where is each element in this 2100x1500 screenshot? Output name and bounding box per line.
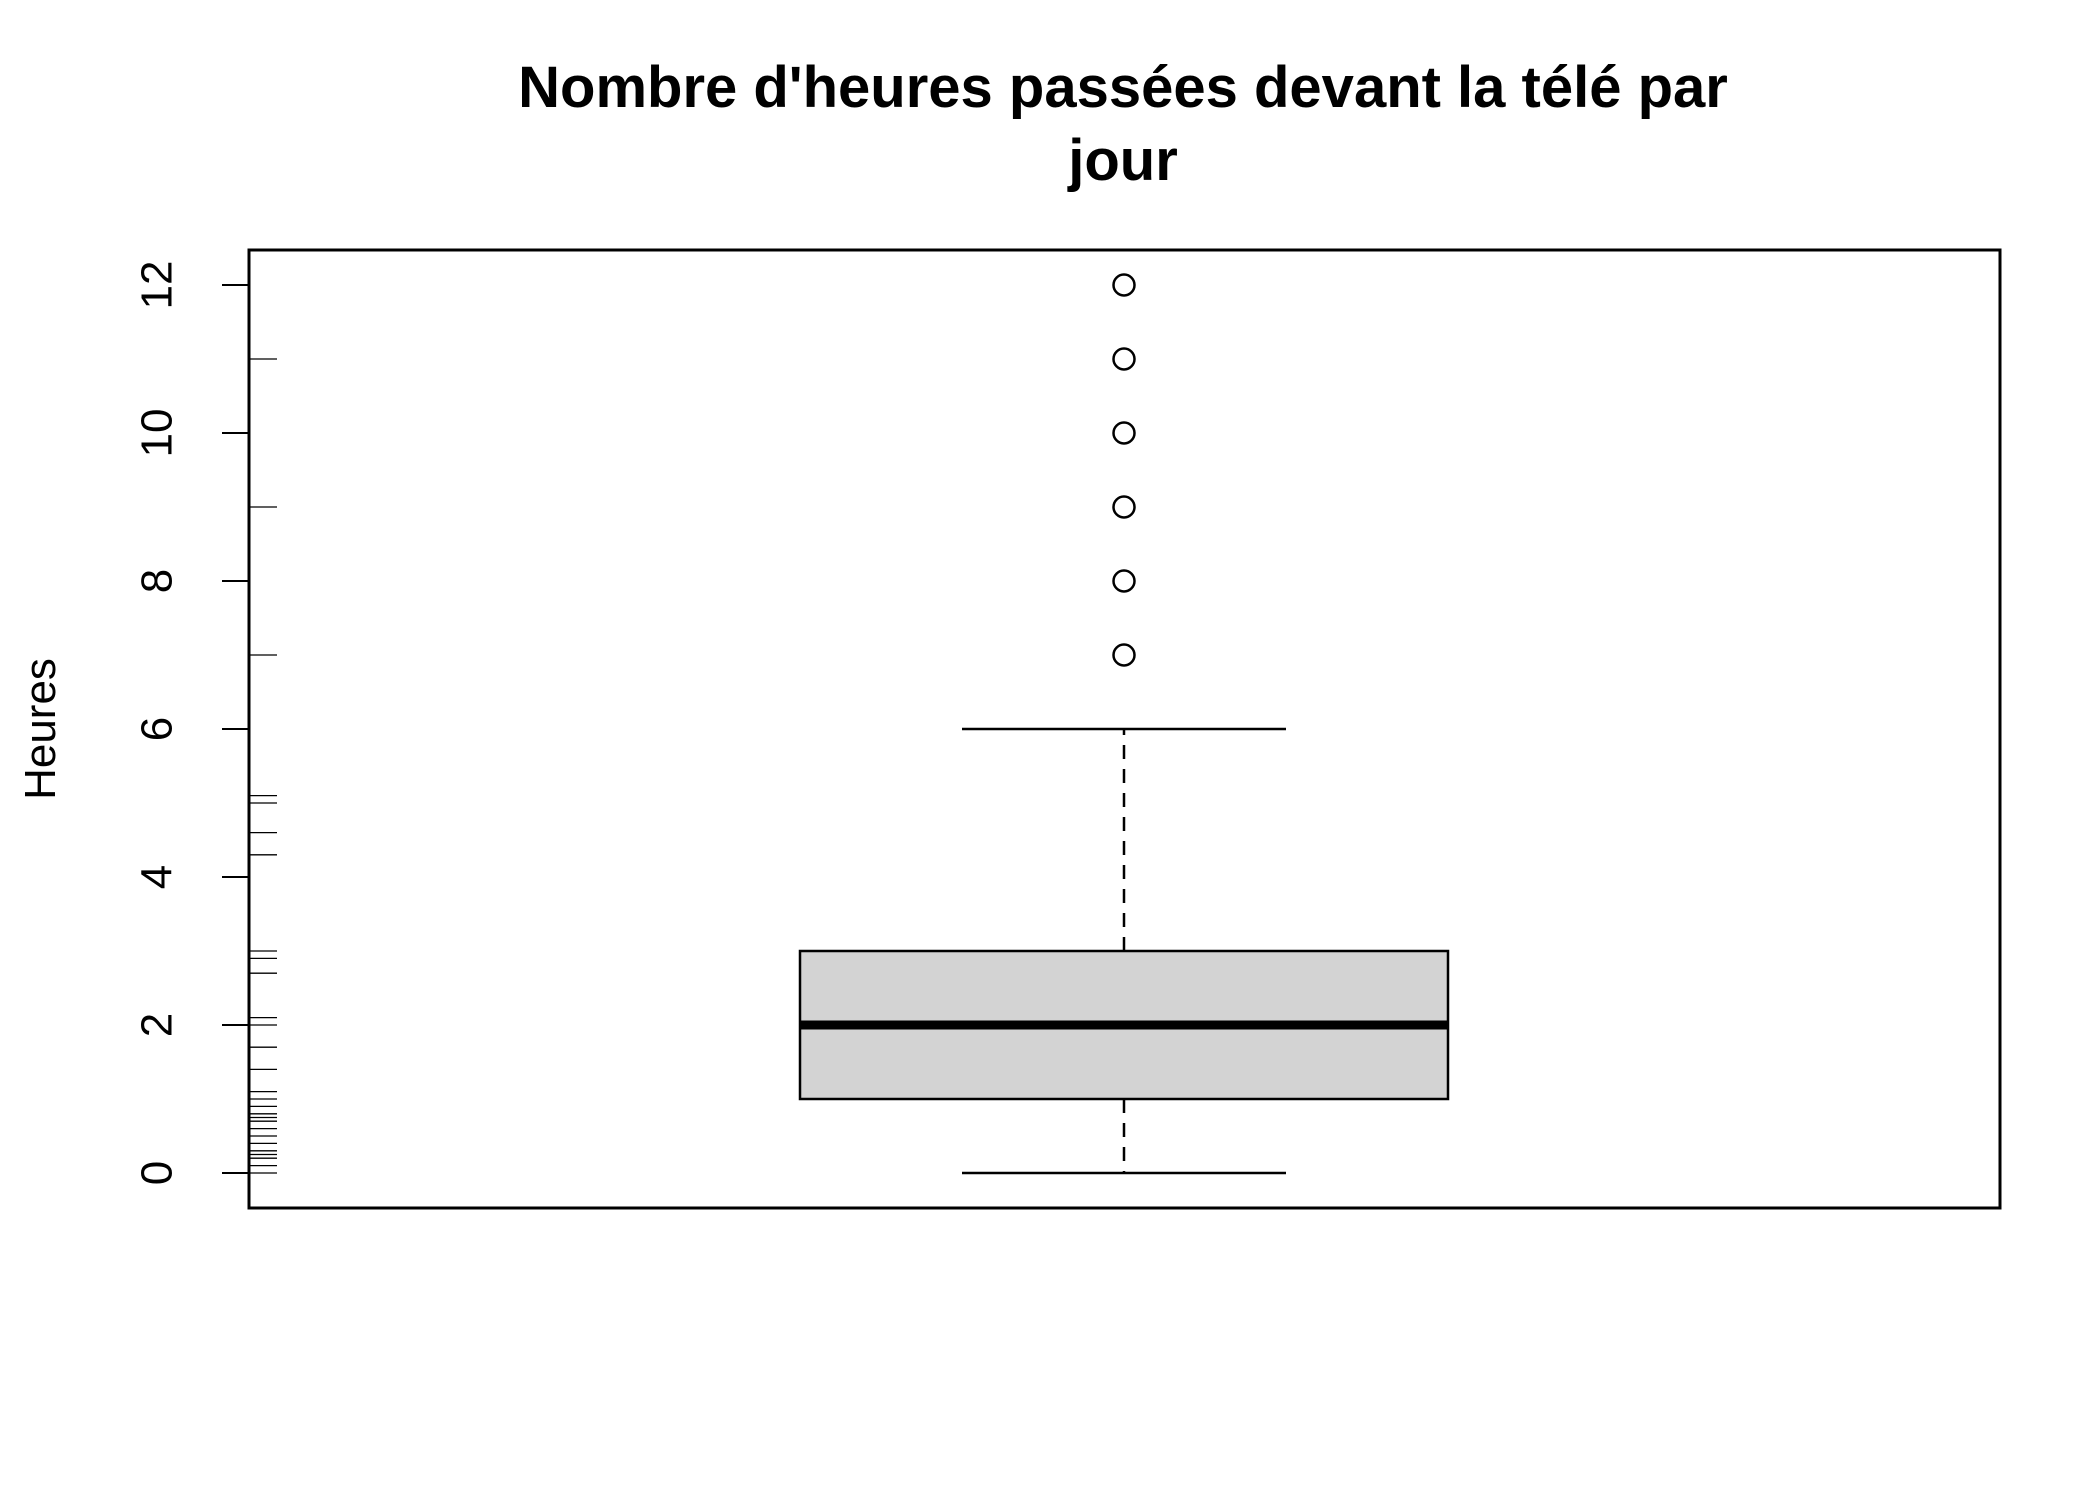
outlier-point	[1112, 495, 1136, 519]
y-tick-label: 4	[133, 865, 182, 889]
outlier-point	[1112, 569, 1136, 593]
outlier-point	[1112, 643, 1136, 667]
outlier-point	[1112, 347, 1136, 371]
chart-title-line-1: Nombre d'heures passées devant la télé p…	[518, 55, 1728, 120]
plot-area: 0 2 4 6 8 10 12	[133, 248, 2002, 1210]
outlier-point	[1112, 421, 1136, 445]
y-tick-label: 12	[133, 261, 182, 310]
y-axis-label: Heures	[16, 658, 65, 800]
y-tick-label: 8	[133, 569, 182, 593]
y-tick-label: 0	[133, 1161, 182, 1185]
chart-title-line-2: jour	[1067, 128, 1178, 193]
y-tick-label: 2	[133, 1013, 182, 1037]
y-tick-label: 6	[133, 717, 182, 741]
y-tick-label: 10	[133, 409, 182, 458]
outlier-point	[1112, 273, 1136, 297]
